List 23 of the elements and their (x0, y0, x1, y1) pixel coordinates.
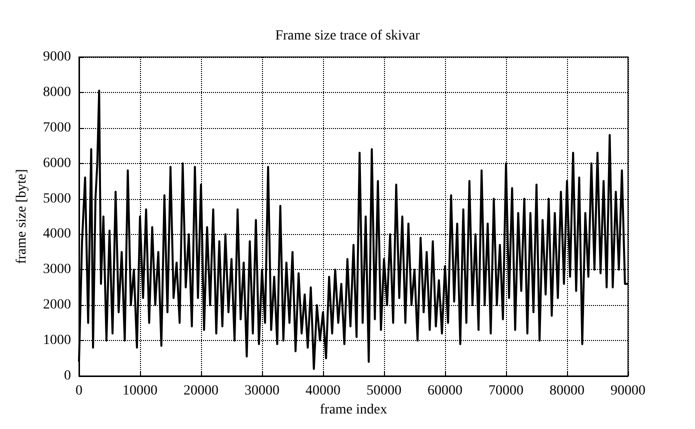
x-tick-label: 10000 (122, 384, 158, 398)
y-tick-label: 6000 (43, 156, 71, 171)
y-tick-label: 0 (64, 368, 71, 384)
x-tick-label: 60000 (428, 384, 462, 398)
x-tick-label: 80000 (550, 384, 584, 398)
y-tick-label: 8000 (43, 84, 71, 100)
y-tick-label: 2000 (43, 298, 71, 313)
x-axis-title: frame index (320, 402, 388, 418)
y-tick-label: 1000 (43, 333, 71, 348)
y-tick-label: 4000 (43, 226, 71, 242)
x-tick-label: 40000 (306, 384, 340, 398)
x-tick-label: 90000 (610, 384, 646, 398)
x-tick-label: 50000 (366, 384, 402, 398)
chart-title: Frame size trace of skivar (275, 28, 420, 44)
y-tick-label: 9000 (43, 50, 71, 64)
x-tick-label: 30000 (244, 384, 280, 398)
x-tick-label: 70000 (488, 384, 524, 398)
y-tick-label: 5000 (43, 191, 71, 206)
x-tick-label: 0 (76, 384, 82, 398)
y-axis-title: frame size [byte] (14, 169, 30, 264)
x-tick-label: 20000 (184, 384, 218, 398)
y-tick-label: 3000 (43, 262, 71, 278)
y-tick-label: 7000 (43, 120, 71, 136)
